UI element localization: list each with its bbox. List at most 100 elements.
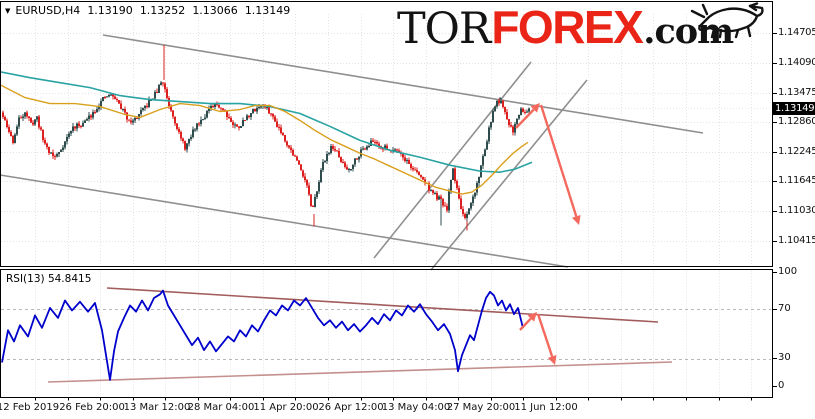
candle-body — [222, 108, 224, 110]
candle-body — [498, 100, 500, 103]
candle-body — [186, 143, 188, 150]
candle-body — [16, 126, 18, 135]
candle-body — [80, 126, 82, 128]
candle-body — [302, 170, 304, 177]
candle-body — [66, 136, 68, 142]
candle-body — [4, 117, 6, 121]
candle-body — [344, 162, 346, 167]
candle-body — [496, 100, 498, 107]
candle-body — [100, 101, 102, 108]
candle-body — [14, 134, 16, 144]
price-axis-label: 1.12245 — [778, 146, 815, 158]
candle-body — [520, 108, 522, 115]
candle-body — [68, 133, 70, 137]
candle-body — [54, 155, 56, 157]
candle-body — [332, 146, 334, 150]
candle-body — [240, 126, 242, 128]
candle-body — [180, 131, 182, 139]
candle-body — [96, 109, 98, 113]
candle-body — [292, 149, 294, 156]
candle-body — [376, 141, 378, 144]
candle-body — [98, 107, 100, 110]
candle-body — [198, 123, 200, 125]
candle-body — [320, 170, 322, 183]
candle-body — [356, 158, 358, 160]
candle-body — [144, 105, 146, 108]
candle-body — [116, 98, 118, 100]
candle-body — [34, 119, 36, 125]
candle-body — [366, 146, 368, 150]
candle-body — [334, 149, 336, 151]
candle-body — [378, 143, 380, 146]
candle-body — [214, 103, 216, 108]
candle-body — [298, 160, 300, 165]
candle-body — [8, 127, 10, 133]
candle-body — [428, 183, 430, 191]
candle-body — [300, 164, 302, 171]
candle-body — [296, 156, 298, 161]
candle-body — [72, 126, 74, 131]
candle-body — [504, 106, 506, 113]
candle-body — [464, 213, 466, 219]
symbol-dropdown-icon[interactable]: ▼ — [5, 7, 11, 15]
candle-body — [20, 117, 22, 119]
candle-body — [112, 94, 114, 97]
candle-body — [430, 189, 432, 191]
candle-body — [528, 108, 530, 112]
candle-body — [488, 127, 490, 142]
candle-body — [272, 113, 274, 117]
candle-body — [410, 164, 412, 169]
candle-body — [136, 118, 138, 120]
candle-body — [124, 109, 126, 113]
candle-body — [472, 196, 474, 204]
candle-body — [176, 123, 178, 130]
candle-body — [482, 156, 484, 166]
trend-channel-lines — [0, 34, 704, 271]
candle-body — [248, 115, 250, 118]
candle-body — [50, 152, 52, 154]
candle-body — [484, 149, 486, 157]
candle-body — [206, 111, 208, 118]
candle-body — [418, 171, 420, 175]
candle-body — [78, 123, 80, 127]
price-axis-label: 1.12860 — [778, 116, 815, 128]
candle-body — [74, 126, 76, 129]
candle-body — [170, 105, 172, 111]
candle-body — [212, 105, 214, 108]
candle-body — [358, 156, 360, 160]
candle-body — [516, 118, 518, 125]
candle-body — [108, 95, 110, 97]
candle-body — [412, 168, 414, 170]
candle-body — [134, 118, 136, 121]
candle-body — [424, 179, 426, 184]
grid-lines — [1, 14, 771, 397]
candle-body — [276, 121, 278, 127]
candle-body — [492, 110, 494, 123]
candle-body — [184, 141, 186, 150]
candle-body — [474, 192, 476, 197]
candle-body — [132, 120, 134, 123]
candle-body — [364, 148, 366, 150]
moving-averages — [0, 71, 533, 195]
candle-body — [52, 152, 54, 156]
candle-body — [354, 158, 356, 165]
candle-body — [42, 129, 44, 141]
candle-body — [462, 209, 464, 214]
candle-body — [164, 83, 166, 90]
candle-body — [138, 114, 140, 119]
candle-body — [350, 168, 352, 170]
time-axis-label: 26 Feb 20:00 — [59, 402, 125, 413]
candle-body — [32, 122, 34, 125]
candle-body — [454, 168, 456, 181]
candle-body — [452, 168, 454, 180]
candle-body — [288, 145, 290, 148]
candle-body — [40, 127, 42, 130]
candle-body — [118, 99, 120, 104]
candle-body — [370, 140, 372, 146]
candle-body — [270, 113, 272, 115]
candle-body — [70, 130, 72, 134]
candle-body — [58, 151, 60, 155]
candle-body — [440, 196, 442, 200]
